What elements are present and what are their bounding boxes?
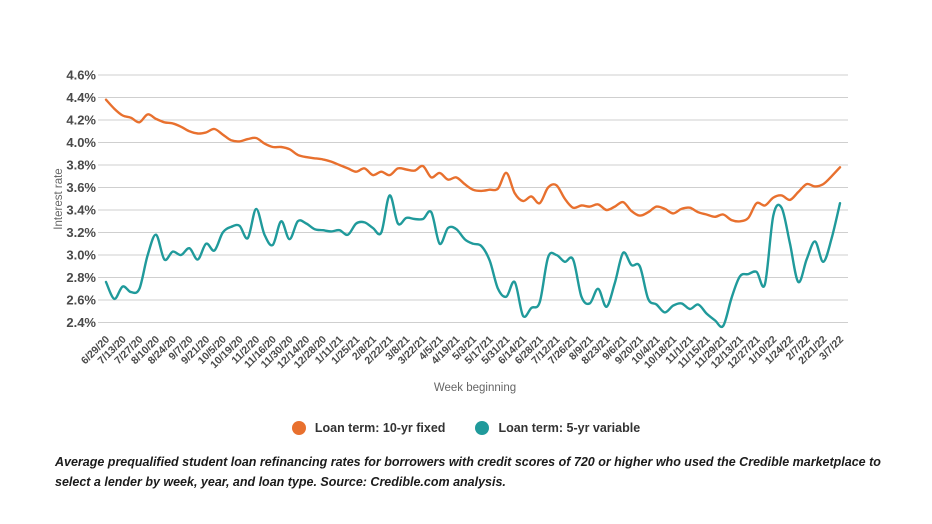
y-axis-title: Interest rate — [53, 168, 65, 229]
gridlines — [98, 74, 848, 323]
y-tick-label: 4.2% — [66, 113, 96, 128]
series-lines — [104, 98, 842, 329]
y-tick-label: 3.8% — [66, 158, 96, 173]
chart-legend: Loan term: 10-yr fixed Loan term: 5-yr v… — [0, 413, 932, 443]
y-axis-tick-labels: 4.6% 4.4% 4.2% 4.0% 3.8% 3.6% 3.4% 3.2% 3.0% 2.8%… — [66, 68, 96, 331]
chart-caption: Average prequalified student loan refina… — [55, 455, 881, 489]
legend-label-5yr-variable: Loan term: 5-yr variable — [498, 421, 641, 435]
y-tick-label: 3.4% — [66, 203, 96, 218]
legend-dot-5yr-variable-icon — [475, 421, 490, 435]
y-tick-label: 2.6% — [66, 293, 96, 308]
y-tick-label: 2.4% — [66, 315, 96, 330]
legend-dot-10yr-fixed-icon — [291, 421, 306, 435]
y-tick-label: 3.6% — [66, 180, 96, 195]
y-tick-label: 3.2% — [66, 225, 96, 240]
x-axis-tick-labels: 6/29/207/13/207/27/208/10/208/24/209/7/2… — [79, 334, 846, 372]
y-tick-label: 3.0% — [66, 248, 96, 263]
y-tick-label: 4.0% — [66, 135, 96, 150]
series-line-10yr-fixed — [104, 98, 842, 223]
x-axis-title: Week beginning — [434, 382, 516, 394]
legend-item-10yr-fixed: Loan term: 10-yr fixed — [291, 421, 446, 435]
rate-line-chart: 4.6% 4.4% 4.2% 4.0% 3.8% 3.6% 3.4% 3.2% 3.0% 2.8%… — [53, 68, 848, 394]
y-tick-label: 4.6% — [66, 68, 96, 83]
series-line-5yr-variable — [104, 194, 842, 329]
legend-label-10yr-fixed: Loan term: 10-yr fixed — [314, 421, 446, 435]
y-tick-label: 4.4% — [66, 90, 96, 105]
y-tick-label: 2.8% — [66, 270, 96, 285]
legend-item-5yr-variable: Loan term: 5-yr variable — [475, 421, 640, 435]
